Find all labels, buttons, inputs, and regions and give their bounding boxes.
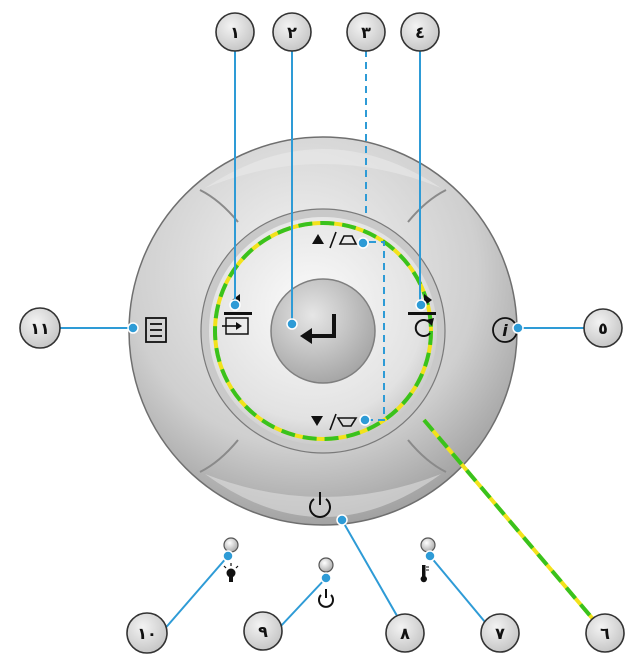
power-led-icon <box>318 589 334 608</box>
lamp-led <box>223 537 239 553</box>
top-ring-button[interactable] <box>205 149 441 188</box>
callout-3-label: ٣ <box>361 23 371 42</box>
leader-3 <box>365 50 385 421</box>
leader-6 <box>422 418 600 627</box>
callout-11-label: ١١ <box>30 319 50 338</box>
callout-2: ٢ <box>272 12 312 52</box>
leader-10 <box>161 555 229 633</box>
lamp-led-icon <box>223 563 239 582</box>
down-keystone-icon[interactable] <box>311 413 358 431</box>
callout-1: ١ <box>215 12 255 52</box>
callout-11: ١١ <box>19 307 61 349</box>
callout-9-label: ٩ <box>258 622 268 641</box>
svg-text:i: i <box>502 321 508 340</box>
callout-7: ٧ <box>480 613 520 653</box>
leader-8 <box>341 519 405 629</box>
callout-2-label: ٢ <box>287 23 297 42</box>
callout-4: ٤ <box>400 12 440 52</box>
callout-6: ٦ <box>585 613 625 653</box>
callout-1-label: ١ <box>230 23 240 42</box>
callout-9: ٩ <box>243 611 283 651</box>
callout-8-label: ٨ <box>400 624 410 643</box>
callout-10-label: ١٠ <box>137 624 157 643</box>
callout-6-label: ٦ <box>600 624 610 643</box>
callout-4-label: ٤ <box>415 23 425 42</box>
callout-5: ٥ <box>583 308 623 348</box>
up-keystone-icon[interactable] <box>312 231 358 249</box>
callout-10: ١٠ <box>126 612 168 654</box>
leader-dots <box>127 237 524 584</box>
callout-8: ٨ <box>385 613 425 653</box>
highlight-ring-green <box>213 221 433 441</box>
menu-icon[interactable] <box>145 317 167 343</box>
callout-7-label: ٧ <box>495 624 505 643</box>
callout-5-label: ٥ <box>598 319 608 338</box>
power-button[interactable] <box>205 474 441 517</box>
callout-3: ٣ <box>346 12 386 52</box>
enter-icon <box>300 314 336 344</box>
leader-7 <box>429 555 491 629</box>
temperature-led-icon <box>420 565 429 583</box>
power-led <box>318 557 334 573</box>
temp-led <box>420 537 436 553</box>
enter-button[interactable] <box>270 278 376 384</box>
leader-9 <box>279 577 327 628</box>
leader-lines <box>60 50 584 633</box>
power-icon[interactable] <box>309 492 331 518</box>
